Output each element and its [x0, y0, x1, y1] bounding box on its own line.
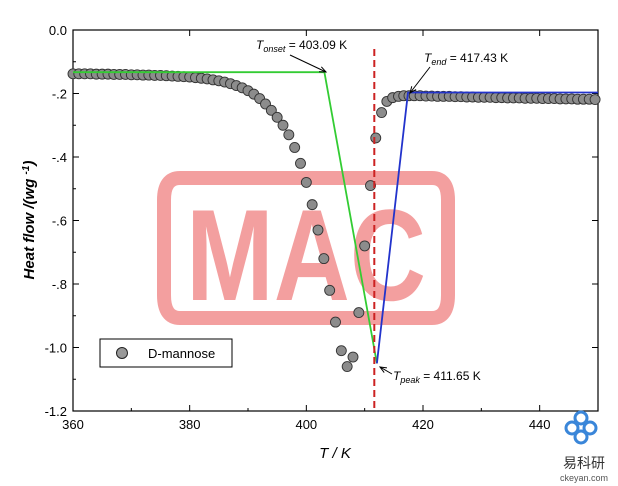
brand-logo: 易科研 ckeyan.com	[560, 410, 608, 483]
data-point	[359, 240, 371, 252]
x-tick-label: 420	[412, 417, 434, 432]
annotation-arrowhead	[378, 366, 388, 373]
data-point	[312, 224, 324, 236]
x-axis-label-symbol: T / K	[319, 445, 352, 462]
annotation-arrow	[409, 66, 431, 94]
watermark-frame	[157, 171, 455, 325]
data-point	[370, 132, 382, 144]
data-point	[283, 129, 295, 141]
y-tick-label: -.4	[52, 150, 67, 165]
tangent-line	[376, 91, 598, 364]
annotation-arrow	[379, 366, 393, 375]
data-point	[295, 157, 306, 169]
x-tick-label: 440	[529, 417, 551, 432]
annotation-arrowhead	[409, 86, 417, 95]
brand-name: 易科研	[563, 455, 605, 471]
annotation-end: Tend = 417.43 K	[424, 51, 508, 67]
annotation-onset: Tonset = 403.09 K	[256, 38, 347, 54]
data-point	[318, 253, 330, 265]
y-tick-label: -.2	[52, 87, 67, 102]
tick-labels: 360 380 400 420 440 0.0 -.2 -.4 -.6 -.8 -1.0 -1.2	[45, 23, 551, 432]
x-tick-label: 400	[295, 417, 317, 432]
y-tick-label: -1.0	[45, 341, 67, 356]
y-axis-label: Heat flow /(wg -1)	[21, 161, 39, 280]
y-tick-label: 0.0	[49, 23, 67, 38]
legend-marker	[116, 347, 128, 359]
y-tick-label: -.8	[52, 277, 67, 292]
data-point	[353, 307, 365, 319]
x-tick-label: 380	[179, 417, 201, 432]
watermark: MAC	[157, 171, 455, 328]
annotation-arrowhead	[318, 66, 328, 73]
data-point	[265, 104, 277, 116]
x-axis-label: T / K	[319, 445, 352, 462]
y-tick-label: -.6	[52, 214, 67, 229]
annotation-arrow	[289, 54, 327, 73]
y-axis-label-exponent: -1	[21, 165, 32, 174]
data-point	[306, 199, 318, 211]
legend: D-mannose	[99, 338, 233, 368]
y-axis-label-text: Heat flow /(wg	[21, 179, 38, 280]
data-point	[324, 284, 336, 296]
axis-ticks	[72, 29, 598, 412]
data-point	[300, 176, 312, 188]
data-point	[589, 94, 601, 105]
ckeyan-logo-icon	[564, 410, 598, 445]
data-point	[365, 180, 376, 192]
data-point	[271, 111, 283, 123]
data-point	[277, 119, 289, 131]
watermark-mac-text: MAC	[186, 182, 426, 328]
annotations: Tonset = 403.09 K Tend = 417.43 K Tpeak = …	[256, 38, 508, 385]
data-point	[330, 316, 341, 328]
legend-label: D-mannose	[148, 346, 215, 361]
data-point	[376, 107, 388, 119]
data-point	[289, 142, 301, 153]
data-points	[67, 68, 601, 372]
y-tick-label: -1.2	[45, 404, 67, 419]
annotation-peak: Tpeak = 411.65 K	[393, 369, 481, 385]
data-point	[341, 361, 353, 372]
data-point	[347, 351, 359, 363]
x-tick-label: 360	[62, 417, 84, 432]
brand-url: ckeyan.com	[560, 473, 608, 483]
y-axis-label-close: )	[21, 161, 38, 168]
data-point	[335, 345, 347, 357]
